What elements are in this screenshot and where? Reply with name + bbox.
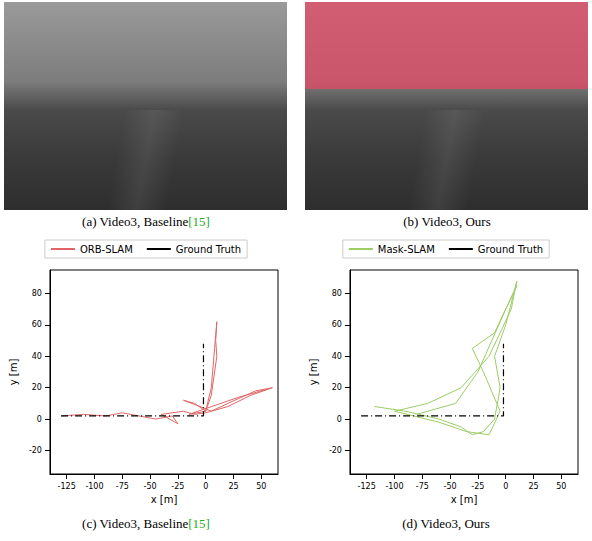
svg-text:0: 0 bbox=[203, 482, 208, 491]
svg-text:-100: -100 bbox=[85, 482, 103, 491]
svg-text:Mask-SLAM: Mask-SLAM bbox=[378, 244, 435, 255]
html-text:(a) Video3, Baseline [15]: (a) Video3, Baseline [15] bbox=[82, 214, 210, 229]
svg-text:25: 25 bbox=[228, 482, 238, 491]
svg-text:-125: -125 bbox=[358, 482, 376, 491]
svg-text:40: 40 bbox=[32, 352, 42, 361]
svg-text:-25: -25 bbox=[171, 482, 184, 491]
html-text:(b) Video3, Ours: (b) Video3, Ours bbox=[403, 214, 491, 229]
svg-text:80: 80 bbox=[332, 289, 342, 298]
svg-text:20: 20 bbox=[32, 383, 42, 392]
svg-text:50: 50 bbox=[556, 482, 566, 491]
svg-text:-50: -50 bbox=[444, 482, 457, 491]
svg-text:-20: -20 bbox=[29, 446, 42, 455]
svg-text:x [m]: x [m] bbox=[451, 494, 478, 505]
svg-text:60: 60 bbox=[332, 320, 342, 329]
svg-text:-75: -75 bbox=[416, 482, 429, 491]
svg-text:-100: -100 bbox=[385, 482, 403, 491]
svg-text:60: 60 bbox=[32, 320, 42, 329]
svg-text:40: 40 bbox=[332, 352, 342, 361]
svg-text:25: 25 bbox=[528, 482, 538, 491]
svg-text:0: 0 bbox=[37, 415, 42, 424]
html-text:(c) Video3, Baseline [15]: (c) Video3, Baseline [15] bbox=[82, 516, 210, 531]
svg-text:-50: -50 bbox=[144, 482, 157, 491]
svg-text:0: 0 bbox=[503, 482, 508, 491]
svg-text:-20: -20 bbox=[329, 446, 342, 455]
svg-text:0: 0 bbox=[337, 415, 342, 424]
html-text:(d) Video3, Ours: (d) Video3, Ours bbox=[402, 516, 490, 531]
svg-text:-25: -25 bbox=[471, 482, 484, 491]
svg-text:y [m]: y [m] bbox=[308, 359, 319, 386]
svg-text:y [m]: y [m] bbox=[8, 359, 19, 386]
svg-text:20: 20 bbox=[332, 383, 342, 392]
svg-text:-125: -125 bbox=[58, 482, 76, 491]
svg-text:80: 80 bbox=[32, 289, 42, 298]
svg-text:Ground Truth: Ground Truth bbox=[176, 244, 241, 255]
svg-text:ORB-SLAM: ORB-SLAM bbox=[80, 244, 133, 255]
svg-text:x [m]: x [m] bbox=[151, 494, 178, 505]
svg-text:50: 50 bbox=[256, 482, 266, 491]
svg-text:-75: -75 bbox=[116, 482, 129, 491]
svg-text:Ground Truth: Ground Truth bbox=[478, 244, 543, 255]
